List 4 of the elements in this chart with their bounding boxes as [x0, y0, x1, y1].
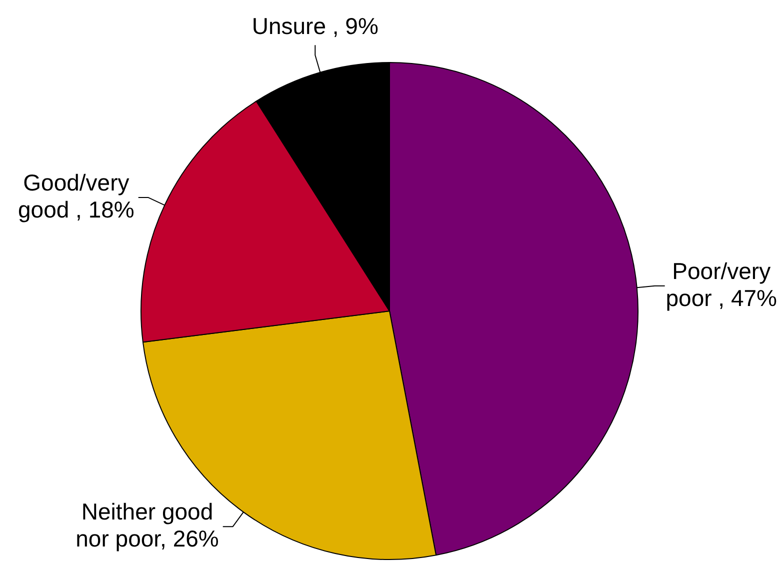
slice-label: Poor/very poor , 47% [666, 258, 778, 311]
slice-label: Good/very good , 18% [18, 169, 134, 222]
slice-label: Neither good nor poor, 26% [76, 498, 219, 552]
slice-label: Unsure , 9% [252, 12, 378, 39]
